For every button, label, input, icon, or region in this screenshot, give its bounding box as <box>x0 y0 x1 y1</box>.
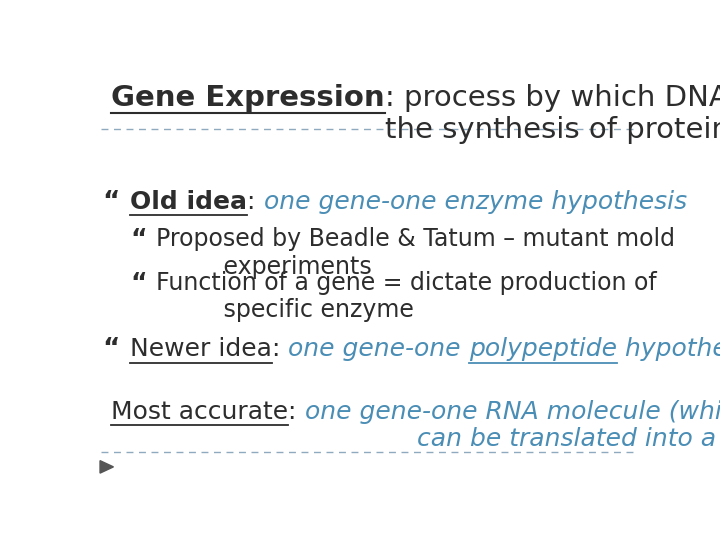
Text: Old idea: Old idea <box>130 190 247 213</box>
Text: Gene Expression: Gene Expression <box>111 84 384 112</box>
Text: : process by which DNA directs
the synthesis of proteins (or RNAs): : process by which DNA directs the synth… <box>384 84 720 144</box>
Text: Newer idea: Newer idea <box>130 337 272 361</box>
Text: one gene-one enzyme hypothesis: one gene-one enzyme hypothesis <box>264 190 687 213</box>
Text: hypothesis: hypothesis <box>617 337 720 361</box>
Text: Function of a gene = dictate production of
         specific enzyme: Function of a gene = dictate production … <box>156 271 657 322</box>
Text: Most accurate: Most accurate <box>111 400 288 423</box>
Text: “: “ <box>102 190 120 215</box>
Text: Proposed by Beadle & Tatum – mutant mold
         experiments: Proposed by Beadle & Tatum – mutant mold… <box>156 227 675 279</box>
Text: “: “ <box>102 337 120 363</box>
Text: :: : <box>247 190 264 213</box>
Text: one gene-one RNA molecule (which
              can be translated into a polypept: one gene-one RNA molecule (which can be … <box>305 400 720 451</box>
Text: :: : <box>288 400 305 423</box>
Text: “: “ <box>130 271 147 295</box>
Text: :: : <box>272 337 289 361</box>
Polygon shape <box>100 461 114 473</box>
Text: polypeptide: polypeptide <box>469 337 617 361</box>
Text: “: “ <box>130 227 147 251</box>
Text: one gene-one: one gene-one <box>289 337 469 361</box>
